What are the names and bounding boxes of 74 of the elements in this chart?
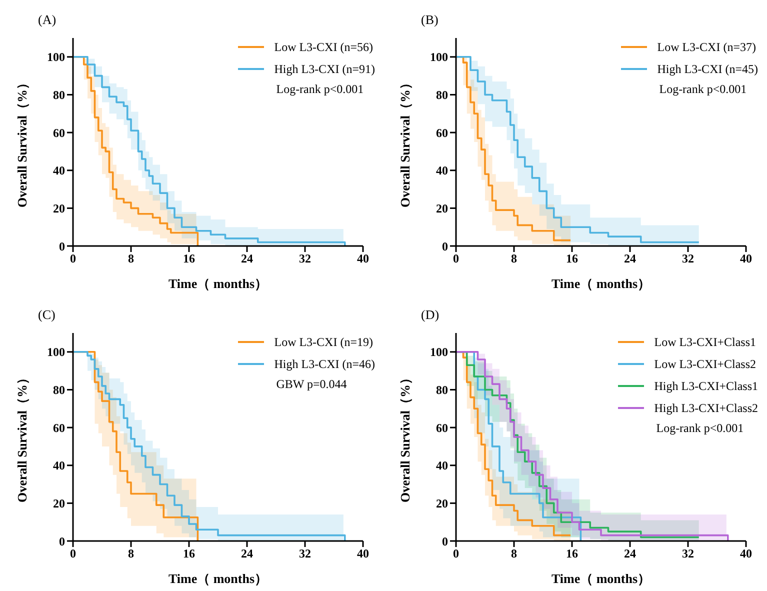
- y-tick-label: 60: [53, 420, 65, 435]
- y-tick-label: 0: [442, 239, 448, 254]
- annotation: Log-rank p<0.001: [659, 82, 748, 98]
- chart-title: (C): [38, 307, 56, 323]
- chart-title: (A): [38, 12, 56, 28]
- x-tick-label: 8: [511, 252, 517, 266]
- legend-label: Low L3-CXI (n=19): [274, 334, 373, 350]
- legend-label: High L3-CXI (n=45): [657, 62, 758, 76]
- y-tick-label: 40: [53, 164, 65, 178]
- annotation: Log-rank p<0.001: [276, 82, 365, 98]
- y-tick-label: 20: [53, 496, 65, 510]
- legend-label: Low L3-CXI (n=37): [657, 40, 756, 54]
- x-tick-label: 32: [682, 252, 694, 266]
- x-axis-title: Time（ months）: [168, 276, 268, 291]
- x-tick-label: 0: [453, 546, 459, 561]
- legend-label: Low L3-CXI+Class1: [654, 334, 756, 350]
- x-tick-label: 16: [183, 546, 195, 561]
- y-tick-label: 80: [53, 88, 65, 102]
- x-tick-label: 8: [128, 546, 134, 561]
- x-tick-label: 32: [299, 252, 311, 266]
- legend-label: High L3-CXI+Class1: [654, 378, 758, 394]
- legend-label: Low L3-CXI (n=56): [274, 40, 373, 54]
- y-tick-label: 100: [430, 50, 448, 64]
- x-axis-title: Time（ months）: [168, 571, 268, 586]
- x-tick-label: 0: [70, 546, 76, 561]
- x-tick-label: 24: [624, 546, 636, 561]
- x-tick-label: 16: [183, 252, 195, 266]
- y-tick-label: 80: [436, 88, 448, 102]
- x-axis-title: Time（ months）: [551, 571, 651, 586]
- y-tick-label: 100: [430, 345, 448, 360]
- legend-label: High L3-CXI (n=46): [274, 356, 375, 372]
- x-tick-label: 24: [241, 252, 253, 266]
- y-axis-title: Overall Survival（%）: [14, 371, 30, 503]
- x-tick-label: 8: [128, 252, 134, 266]
- legend-label: High L3-CXI+Class2: [654, 400, 758, 416]
- y-tick-label: 60: [53, 126, 65, 140]
- x-tick-label: 0: [453, 252, 459, 266]
- annotation: Log-rank p<0.001: [656, 421, 745, 437]
- annotation: GBW p=0.044: [276, 377, 348, 393]
- y-tick-label: 20: [436, 201, 448, 216]
- legend-label: Low L3-CXI+Class2: [654, 356, 756, 372]
- y-tick-label: 60: [436, 420, 448, 435]
- legend-label: High L3-CXI (n=91): [274, 62, 375, 76]
- chart-title: (D): [421, 307, 440, 323]
- y-tick-label: 40: [436, 164, 448, 178]
- y-tick-label: 20: [436, 496, 448, 510]
- x-tick-label: 40: [357, 546, 369, 561]
- y-tick-label: 0: [59, 239, 65, 254]
- x-tick-label: 32: [682, 546, 694, 561]
- y-tick-label: 80: [436, 382, 448, 397]
- y-tick-label: 100: [47, 345, 65, 360]
- y-tick-label: 60: [436, 126, 448, 140]
- y-tick-label: 40: [53, 458, 65, 473]
- y-tick-label: 80: [53, 382, 65, 397]
- y-tick-label: 100: [47, 50, 65, 64]
- y-tick-label: 0: [59, 534, 65, 548]
- x-tick-label: 40: [740, 546, 752, 561]
- x-tick-label: 0: [70, 252, 76, 266]
- y-axis-title: Overall Survival（%）: [14, 76, 30, 208]
- y-tick-label: 40: [436, 458, 448, 473]
- y-axis-title: Overall Survival（%）: [398, 371, 413, 503]
- y-axis-title: Overall Survival（%）: [398, 76, 413, 208]
- x-tick-label: 40: [740, 252, 752, 266]
- x-tick-label: 32: [299, 546, 311, 561]
- x-tick-label: 24: [624, 252, 636, 266]
- x-tick-label: 40: [357, 252, 369, 266]
- x-tick-label: 8: [511, 546, 517, 561]
- x-tick-label: 16: [566, 546, 578, 561]
- y-tick-label: 0: [442, 534, 448, 548]
- x-axis-title: Time（ months）: [551, 276, 651, 291]
- x-tick-label: 16: [566, 252, 578, 266]
- y-tick-label: 20: [53, 201, 65, 216]
- x-tick-label: 24: [241, 546, 253, 561]
- chart-title: (B): [421, 12, 438, 28]
